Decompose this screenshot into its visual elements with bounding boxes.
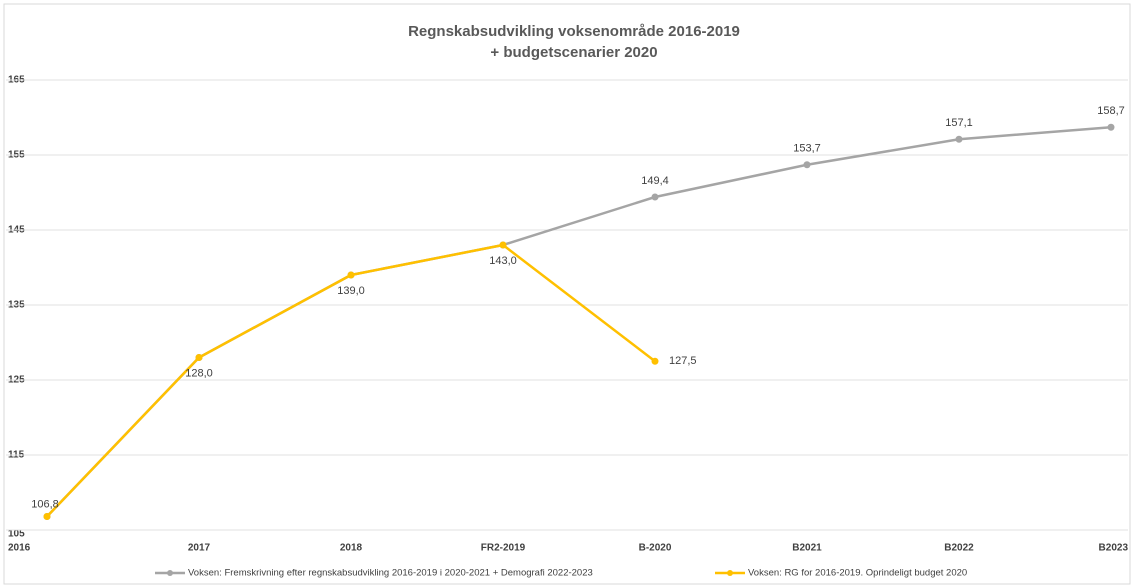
data-point	[803, 161, 811, 169]
data-point	[499, 241, 507, 249]
data-label: 139,0	[337, 285, 365, 297]
data-label: 157,1	[945, 117, 973, 129]
data-label: 143,0	[489, 255, 517, 267]
legend-label: Voksen: Fremskrivning efter regnskabsudv…	[188, 568, 593, 579]
data-label: 127,5	[669, 355, 697, 367]
data-point	[651, 357, 659, 365]
chart-title: Regnskabsudvikling voksenområde 2016-201…	[408, 23, 740, 40]
x-tick-label: B-2020	[639, 543, 672, 554]
data-label: 153,7	[793, 143, 821, 155]
legend-marker	[167, 570, 173, 576]
data-point	[43, 513, 51, 520]
x-tick-label: B2021	[792, 543, 822, 554]
x-tick-label: FR2-2019	[481, 543, 526, 554]
x-tick-label: 2017	[188, 543, 211, 554]
x-tick-label: B2022	[944, 543, 974, 554]
y-tick-label: 105	[8, 529, 25, 540]
x-tick-label: 2018	[340, 543, 363, 554]
data-point	[651, 193, 659, 201]
data-point	[1107, 123, 1115, 131]
x-tick-label: B2023	[1099, 543, 1129, 554]
chart-subtitle: + budgetscenarier 2020	[490, 44, 657, 61]
data-point	[347, 271, 355, 279]
data-label: 158,7	[1097, 105, 1125, 117]
data-point	[195, 354, 203, 361]
x-tick-label: 2016	[8, 543, 31, 554]
legend-marker	[727, 570, 733, 576]
data-label: 128,0	[185, 367, 213, 379]
data-label: 149,4	[641, 175, 669, 187]
data-label: 106,8	[31, 498, 59, 510]
data-point	[955, 135, 963, 143]
legend-label: Voksen: RG for 2016-2019. Oprindeligt bu…	[748, 568, 967, 579]
